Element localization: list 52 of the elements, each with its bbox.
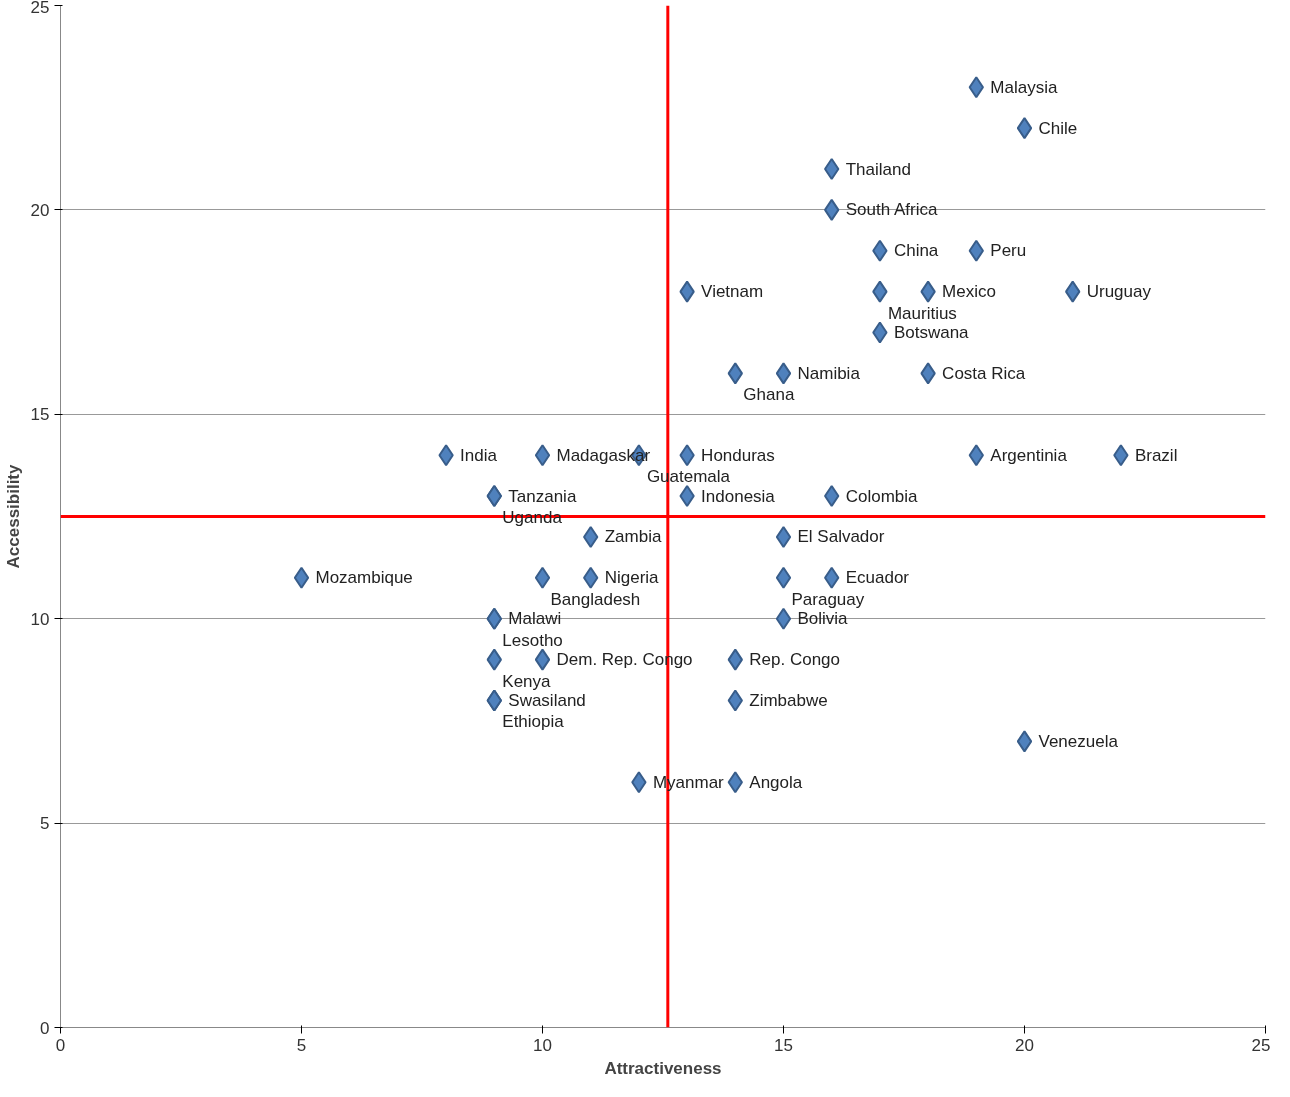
x-tick-label: 5: [296, 1035, 307, 1055]
annotation: Venezuela: [1038, 731, 1119, 751]
annotation: Nigeria: [604, 568, 660, 588]
y-tick-label: 10: [30, 609, 50, 629]
annotation: Ghana: [743, 385, 795, 405]
annotation: South Africa: [845, 200, 938, 220]
annotation: Mexico: [942, 282, 996, 302]
x-tick-label: 10: [533, 1035, 552, 1055]
annotation: Rep. Congo: [749, 650, 841, 670]
annotation: Malawi: [508, 609, 562, 629]
annotation: Thailand: [845, 159, 911, 179]
x-tick-label: 0: [55, 1035, 66, 1055]
annotation: Colombia: [845, 486, 919, 506]
annotation: Bolivia: [797, 609, 849, 629]
annotation: Angola: [749, 772, 803, 792]
annotation: Namibia: [797, 363, 861, 383]
annotation: Honduras: [701, 445, 775, 465]
annotation: Tanzania: [508, 486, 577, 506]
annotation: Paraguay: [791, 589, 865, 609]
x-tick-label: 15: [774, 1035, 793, 1055]
annotation: Argentinia: [990, 445, 1068, 465]
annotation: Indonesia: [701, 486, 776, 506]
x-tick-label: 20: [1015, 1035, 1034, 1055]
y-axis-title: Accessibility: [3, 463, 23, 569]
annotation: Swasiland: [508, 690, 586, 710]
x-axis-title: Attractiveness: [604, 1058, 722, 1078]
y-tick-label: 20: [30, 200, 50, 220]
annotation: Vietnam: [701, 282, 764, 302]
annotation: Bangladesh: [550, 589, 641, 609]
annotation: Uruguay: [1086, 282, 1152, 302]
annotation: Kenya: [502, 671, 552, 691]
y-tick-label: 5: [40, 814, 50, 834]
annotation: Lesotho: [502, 630, 563, 650]
annotation: Costa Rica: [942, 363, 1026, 383]
annotation: India: [460, 445, 498, 465]
y-tick-label: 15: [30, 405, 50, 425]
annotation: El Salvador: [797, 527, 885, 547]
annotation: Botswana: [893, 323, 970, 343]
annotation: Mozambique: [315, 568, 413, 588]
annotation: Malaysia: [990, 77, 1058, 97]
annotation: Brazil: [1134, 445, 1178, 465]
annotation: Chile: [1038, 118, 1078, 138]
annotation: Peru: [990, 241, 1027, 261]
x-tick-label: 25: [1251, 1035, 1271, 1055]
annotation: Ecuador: [845, 568, 910, 588]
annotation: Mauritius: [887, 303, 957, 323]
annotation: Ethiopia: [502, 712, 565, 732]
annotation: Zimbabwe: [749, 690, 828, 710]
y-tick-label: 0: [40, 1018, 50, 1038]
annotation: Zambia: [604, 527, 662, 547]
y-tick-label: 25: [30, 0, 50, 17]
annotation: China: [893, 241, 939, 261]
